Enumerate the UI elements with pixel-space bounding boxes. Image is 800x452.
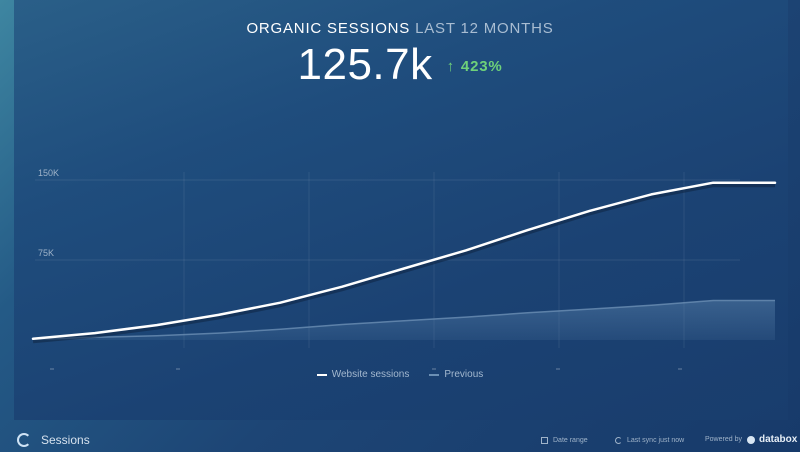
last-sync-status: Last sync just now	[615, 437, 684, 444]
brand-name: databox	[758, 434, 798, 445]
data-point-previous	[94, 336, 96, 338]
widget-title: ORGANIC SESSIONS LAST 12 MONTHS	[0, 20, 800, 37]
powered-by[interactable]: Powered by databox	[705, 434, 797, 445]
data-point-previous	[588, 308, 590, 310]
data-point-previous	[32, 338, 34, 340]
data-point-website-sessions	[94, 332, 96, 334]
data-point-website-sessions	[341, 285, 343, 287]
legend-swatch-current	[316, 373, 327, 376]
date-range-button[interactable]: Date range	[541, 437, 588, 444]
footer-title: Sessions	[41, 433, 90, 447]
data-point-previous	[155, 335, 157, 337]
data-point-previous	[712, 299, 714, 301]
data-point-previous	[465, 316, 467, 318]
delta-badge: ↑ 423%	[447, 58, 503, 75]
data-point-previous	[403, 320, 405, 322]
data-point-previous	[341, 323, 343, 325]
series-line-website-sessions	[31, 181, 777, 340]
data-point-website-sessions	[465, 249, 467, 251]
data-point-previous	[279, 328, 281, 330]
data-point-website-sessions	[774, 181, 776, 183]
calendar-icon	[541, 437, 548, 444]
legend-label: Previous	[444, 369, 484, 380]
kpi-value: 125.7k	[297, 40, 433, 89]
chart-legend: Website sessions Previous	[0, 369, 800, 380]
widget-panel	[14, 0, 788, 420]
date-range-text: Date range	[553, 437, 588, 444]
data-point-previous	[650, 304, 652, 306]
series-area-previous	[33, 300, 775, 340]
legend-swatch-previous	[429, 373, 440, 376]
data-point-website-sessions	[403, 267, 405, 269]
databox-logo-icon	[17, 433, 31, 447]
last-sync-text: Last sync just now	[627, 437, 685, 444]
data-point-website-sessions	[155, 324, 157, 326]
data-point-website-sessions	[279, 301, 281, 303]
date-range-label: LAST 12 MONTHS	[415, 20, 554, 37]
data-point-website-sessions	[217, 314, 219, 316]
y-tick-label: 150K	[38, 168, 59, 178]
databox-brand-icon	[746, 435, 755, 444]
data-point-previous	[774, 299, 776, 301]
series-line-shadow	[32, 182, 775, 344]
legend-label: Website sessions	[331, 369, 410, 380]
arrow-up-icon: ↑	[446, 57, 455, 75]
delta-value: 423%	[460, 57, 503, 75]
data-point-website-sessions	[650, 193, 652, 195]
legend-item-website-sessions: Website sessions	[316, 369, 410, 380]
kpi-row: 125.7k ↑ 423%	[0, 40, 800, 90]
data-point-website-sessions	[712, 181, 714, 183]
data-point-website-sessions	[588, 210, 590, 212]
legend-item-previous: Previous	[429, 369, 483, 380]
metric-name: ORGANIC SESSIONS	[246, 20, 411, 37]
powered-by-text: Powered by	[705, 436, 742, 443]
y-tick-label: 75K	[38, 248, 54, 258]
data-point-previous	[217, 332, 219, 334]
data-point-previous	[526, 312, 528, 314]
data-point-website-sessions	[526, 229, 528, 231]
series-line-previous	[32, 299, 775, 341]
sync-icon	[615, 437, 622, 444]
